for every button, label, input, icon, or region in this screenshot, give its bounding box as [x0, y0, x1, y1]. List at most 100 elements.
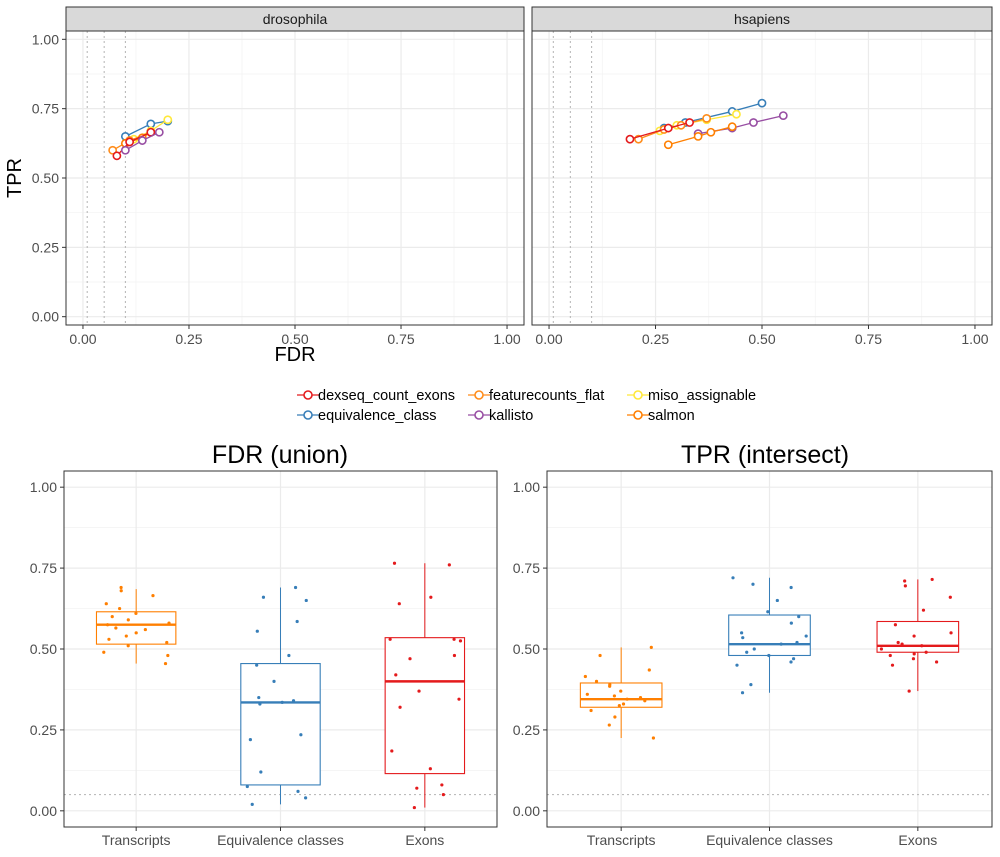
jitter-point [921, 608, 926, 612]
jitter-point [124, 634, 128, 638]
jitter-point [879, 647, 883, 651]
legend-label: salmon [648, 408, 695, 424]
jitter-point [752, 647, 756, 651]
jitter-point [408, 657, 412, 661]
jitter-point [304, 598, 308, 603]
jitter-point [621, 702, 626, 706]
jitter-point [390, 749, 394, 753]
jitter-point [126, 644, 130, 648]
jitter-point [119, 585, 123, 590]
jitter-point [583, 674, 587, 679]
jitter-point [893, 623, 898, 627]
jitter-point [619, 689, 623, 693]
jitter-point [458, 639, 463, 643]
jitter-point [795, 640, 799, 645]
data-point-salmon [693, 131, 703, 141]
jitter-point [287, 653, 291, 658]
jitter-point [114, 626, 118, 630]
x-tick-label: 0.25 [642, 331, 669, 347]
boxplot-fdr-union: FDR (union) Transcripts Equivalence class… [30, 441, 498, 848]
legend-label: kallisto [489, 408, 533, 424]
jitter-point [789, 660, 793, 664]
jitter-point [751, 582, 755, 586]
legend-key-marker [633, 390, 643, 400]
facet-strip-label: hsapiens [734, 11, 790, 27]
x-axis-title: FDR [274, 344, 315, 366]
x-tick-label: Exons [898, 832, 937, 848]
box-equivalence-classes [240, 585, 321, 806]
jitter-point [789, 621, 793, 625]
data-point-miso_assignable [163, 115, 173, 125]
jitter-point [598, 653, 602, 658]
x-tick-label: 0.75 [855, 331, 882, 347]
jitter-point [163, 661, 168, 666]
legend-key-marker [303, 390, 313, 400]
data-point-kallisto [137, 136, 147, 145]
jitter-point [167, 621, 171, 625]
jitter-point [766, 610, 770, 614]
x-tick-label: 1.00 [493, 331, 520, 347]
y-tick-label: 0.50 [30, 641, 57, 657]
jitter-point [447, 563, 451, 567]
jitter-point [924, 650, 928, 654]
jitter-point [740, 631, 744, 635]
y-tick-label: 0.75 [30, 560, 57, 576]
jitter-point [647, 668, 651, 672]
legend-item-equivalence_class: equivalence_class [297, 408, 437, 424]
jitter-point [731, 576, 735, 580]
jitter-point [293, 585, 298, 590]
jitter-point [900, 642, 904, 646]
jitter-point [166, 653, 170, 658]
jitter-point [392, 561, 397, 565]
box-transcripts [579, 645, 663, 740]
jitter-point [417, 689, 421, 693]
data-point-featurecounts_flat [702, 113, 712, 123]
legend-key-marker [633, 410, 643, 420]
box-body [240, 663, 321, 786]
facet-strip [65, 6, 525, 32]
y-tick-label: 0.75 [513, 560, 540, 576]
y-tick-label: 0.50 [513, 641, 540, 657]
jitter-point [589, 708, 593, 713]
jitter-point [903, 584, 907, 588]
jitter-point [261, 595, 266, 599]
data-point-salmon [706, 127, 716, 137]
y-tick-label: 0.00 [32, 309, 59, 325]
series-line-salmon [668, 126, 733, 146]
legend-item-salmon: salmon [627, 408, 695, 424]
box-body [384, 637, 466, 775]
data-point-kallisto [120, 145, 130, 155]
box-body [728, 614, 811, 657]
jitter-point [428, 767, 432, 771]
jitter-point [890, 663, 895, 667]
jitter-point [452, 653, 457, 658]
data-point-salmon [727, 122, 737, 132]
jitter-point [295, 619, 299, 624]
jitter-point [911, 657, 916, 661]
jitter-point [912, 652, 916, 656]
jitter-point [291, 699, 296, 703]
data-point-dexseq_count_exons [112, 151, 122, 161]
data-point-dexseq_count_exons [685, 118, 694, 127]
jitter-point [643, 699, 647, 703]
x-tick-label: 0.50 [748, 331, 775, 347]
x-tick-label: 0.75 [387, 331, 414, 347]
facet-strip-label: drosophila [263, 11, 328, 27]
x-tick-label: 0.25 [175, 331, 202, 347]
jitter-point [258, 702, 262, 706]
jitter-point [440, 783, 444, 787]
y-tick-label: 0.75 [32, 101, 59, 117]
jitter-point [255, 629, 259, 633]
boxplot-tpr-intersect: TPR (intersect) Transcripts Equivalence c… [513, 441, 993, 848]
legend-label: miso_assignable [648, 388, 756, 404]
x-tick-label: 1.00 [961, 331, 988, 347]
jitter-point [280, 700, 284, 705]
jitter-point [397, 602, 401, 606]
jitter-point [415, 786, 419, 790]
y-tick-label: 0.50 [32, 170, 59, 186]
jitter-point [735, 663, 739, 667]
x-tick-label: 0.00 [69, 331, 96, 347]
jitter-point [779, 642, 783, 646]
plot-title: FDR (union) [212, 441, 348, 469]
